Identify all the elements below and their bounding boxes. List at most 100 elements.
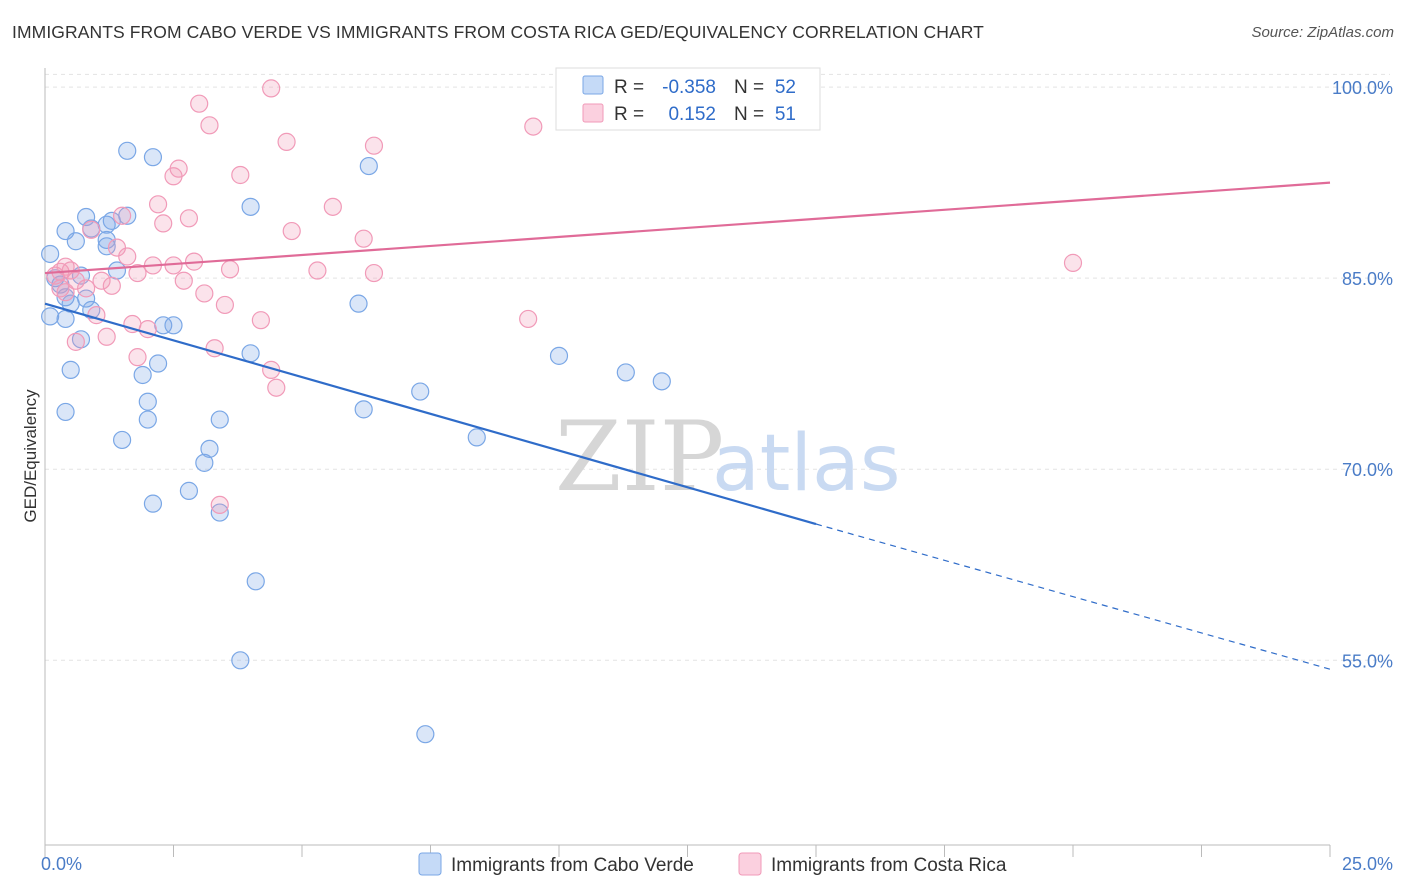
point-series-1-48 bbox=[262, 79, 281, 98]
point-series-0-27 bbox=[138, 410, 157, 429]
point-series-1-12 bbox=[97, 327, 116, 346]
point-series-1-44 bbox=[323, 197, 342, 216]
bottom-legend-label-costa-rica: Immigrants from Costa Rica bbox=[771, 855, 1007, 876]
point-series-1-6 bbox=[66, 271, 85, 290]
point-series-1-51 bbox=[1063, 253, 1083, 272]
legend-r-label-1: R = bbox=[614, 77, 644, 98]
point-series-0-7 bbox=[56, 309, 75, 329]
point-series-1-31 bbox=[195, 284, 214, 303]
legend-r-label-2: R = bbox=[614, 104, 644, 125]
point-series-0-45 bbox=[411, 382, 430, 401]
y-tick-labels: 100.0% 85.0% 70.0% 55.0% bbox=[1332, 78, 1393, 671]
x-tick-labels: 0.0% 25.0% bbox=[41, 854, 1393, 874]
trend-lines bbox=[44, 181, 1331, 670]
point-series-0-10 bbox=[66, 232, 85, 251]
point-series-0-0 bbox=[41, 244, 60, 264]
point-series-1-37 bbox=[231, 165, 250, 185]
point-series-1-43 bbox=[308, 261, 327, 280]
y-tick-label-3: 55.0% bbox=[1342, 651, 1393, 671]
x-tick-label-0: 0.0% bbox=[41, 854, 82, 874]
point-series-1-15 bbox=[112, 206, 132, 225]
point-series-0-40 bbox=[241, 197, 260, 216]
point-series-1-38 bbox=[251, 311, 270, 330]
point-series-1-26 bbox=[169, 159, 188, 178]
data-points bbox=[41, 79, 1083, 744]
point-series-1-7 bbox=[66, 332, 85, 351]
point-series-1-8 bbox=[77, 279, 96, 298]
point-series-0-32 bbox=[164, 316, 183, 335]
point-series-1-27 bbox=[174, 271, 193, 290]
legend-r-value-2: 0.152 bbox=[668, 104, 716, 125]
point-series-0-9 bbox=[56, 402, 75, 422]
point-series-0-49 bbox=[616, 363, 635, 382]
chart-title: IMMIGRANTS FROM CABO VERDE VS IMMIGRANTS… bbox=[12, 22, 984, 42]
legend-n-label-1: N = bbox=[734, 77, 764, 98]
point-series-0-50 bbox=[652, 372, 671, 391]
point-series-1-13 bbox=[102, 276, 121, 295]
point-series-1-49 bbox=[524, 117, 543, 136]
bottom-legend: Immigrants from Cabo Verde Immigrants fr… bbox=[418, 852, 1007, 876]
point-series-1-34 bbox=[210, 495, 229, 515]
point-series-1-42 bbox=[282, 221, 301, 241]
y-tick-label-2: 70.0% bbox=[1342, 460, 1393, 480]
point-series-0-31 bbox=[154, 316, 173, 335]
point-series-0-23 bbox=[118, 141, 137, 160]
x-tick-marks bbox=[44, 845, 1331, 857]
bottom-legend-label-cabo-verde: Immigrants from Cabo Verde bbox=[451, 855, 694, 876]
point-series-1-23 bbox=[154, 214, 173, 233]
point-series-1-45 bbox=[354, 229, 373, 248]
point-series-0-14 bbox=[77, 289, 96, 308]
legend-swatch-cabo-verde bbox=[582, 75, 604, 95]
y-tick-label-1: 85.0% bbox=[1342, 269, 1393, 289]
point-series-1-36 bbox=[220, 260, 240, 279]
point-series-0-1 bbox=[41, 307, 60, 326]
point-series-1-9 bbox=[82, 220, 101, 239]
point-series-0-24 bbox=[118, 206, 137, 225]
point-series-1-18 bbox=[128, 263, 147, 283]
point-series-1-16 bbox=[118, 247, 137, 266]
y-tick-label-0: 100.0% bbox=[1332, 78, 1393, 98]
watermark: ZIP atlas bbox=[555, 401, 901, 513]
point-series-0-29 bbox=[143, 148, 163, 167]
trend-line-series-1 bbox=[44, 181, 1331, 275]
point-series-0-28 bbox=[143, 494, 163, 513]
point-series-1-46 bbox=[364, 136, 384, 155]
legend-n-value-2: 51 bbox=[775, 104, 796, 125]
point-series-1-40 bbox=[267, 378, 286, 397]
point-series-0-25 bbox=[133, 365, 152, 385]
point-series-0-18 bbox=[97, 230, 116, 250]
point-series-0-42 bbox=[349, 294, 368, 313]
point-series-1-22 bbox=[148, 195, 168, 214]
point-series-0-43 bbox=[354, 400, 373, 419]
point-series-0-48 bbox=[549, 346, 569, 365]
point-series-1-41 bbox=[277, 132, 296, 151]
point-series-1-28 bbox=[179, 209, 199, 228]
legend-n-label-2: N = bbox=[734, 104, 764, 125]
legend-swatch-costa-rica bbox=[582, 103, 604, 123]
point-series-1-50 bbox=[519, 309, 538, 329]
point-series-0-47 bbox=[467, 428, 486, 447]
point-series-0-41 bbox=[246, 572, 265, 591]
point-series-1-19 bbox=[128, 348, 147, 367]
point-series-1-32 bbox=[200, 116, 219, 135]
point-series-0-15 bbox=[82, 300, 101, 320]
point-series-0-35 bbox=[200, 439, 219, 458]
point-series-0-37 bbox=[210, 410, 229, 429]
watermark-atlas: atlas bbox=[712, 419, 901, 509]
point-series-1-11 bbox=[92, 271, 111, 290]
grid-lines bbox=[45, 73, 1390, 661]
point-series-0-33 bbox=[179, 481, 199, 500]
source-credit: Source: ZipAtlas.com bbox=[1251, 24, 1394, 41]
x-tick-label-1: 25.0% bbox=[1342, 854, 1393, 874]
bottom-legend-swatch-cabo-verde bbox=[418, 852, 442, 876]
point-series-0-12 bbox=[71, 330, 91, 349]
point-series-0-36 bbox=[210, 503, 229, 522]
point-series-1-30 bbox=[190, 94, 209, 113]
point-series-1-35 bbox=[215, 295, 234, 315]
point-series-0-8 bbox=[61, 360, 80, 379]
point-series-0-44 bbox=[359, 156, 378, 176]
point-series-0-22 bbox=[112, 430, 132, 450]
point-series-1-3 bbox=[56, 283, 75, 302]
point-series-0-46 bbox=[416, 725, 435, 744]
legend-n-value-1: 52 bbox=[775, 77, 796, 98]
